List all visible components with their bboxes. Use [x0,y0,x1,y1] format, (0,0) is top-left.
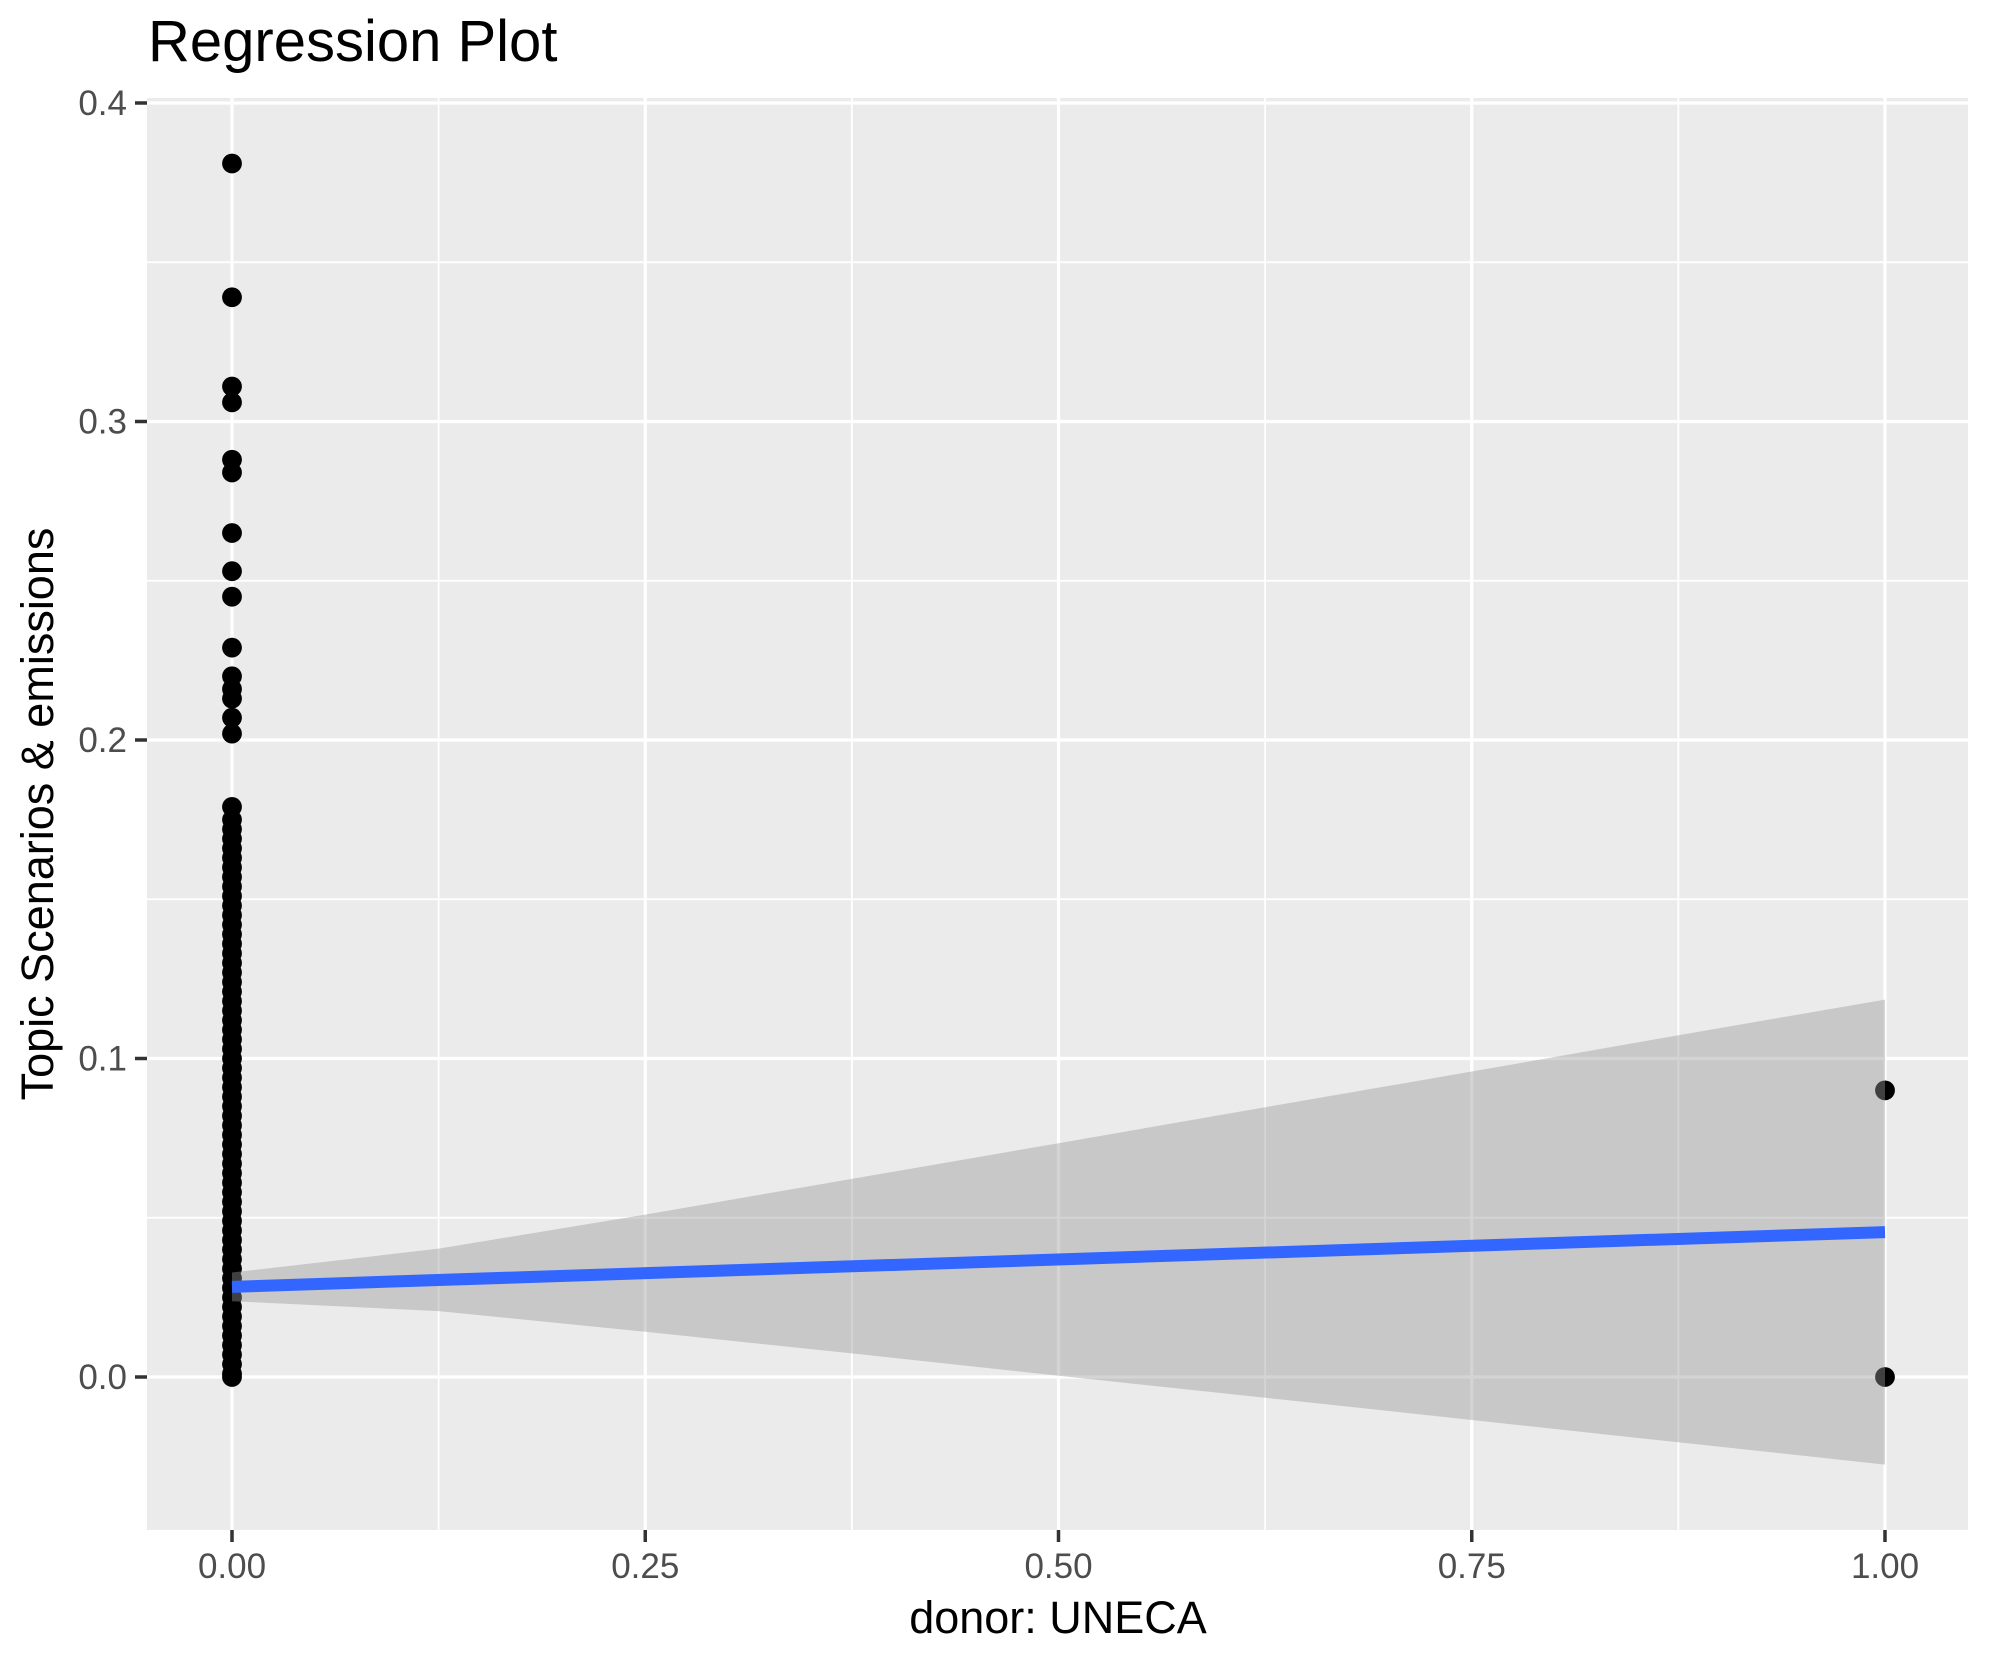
data-point [222,153,242,174]
confidence-band [232,999,1885,1465]
x-tick-label: 0.25 [611,1547,679,1586]
x-tick-label: 0.00 [198,1547,266,1586]
x-tick-label: 1.00 [1851,1547,1919,1586]
data-point [222,287,242,308]
data-point [222,376,242,397]
data-point [222,462,242,483]
data-point [222,392,242,413]
y-tick-label: 0.4 [78,84,127,123]
y-tick-label: 0.0 [78,1358,127,1397]
data-point [222,707,242,728]
y-tick-label: 0.3 [78,403,127,442]
x-tick-label: 0.75 [1438,1547,1506,1586]
x-axis-title: donor: UNECA [909,1592,1207,1643]
regression-line [231,1226,1886,1293]
data-point [222,1367,242,1387]
data-point [222,561,242,582]
data-point [222,637,242,658]
y-tick-label: 0.2 [78,721,127,760]
data-point [222,688,242,709]
data-point [222,723,242,744]
data-point [222,586,242,607]
data-point [1875,1080,1895,1101]
x-tick-label: 0.50 [1024,1547,1092,1586]
chart-title: Regression Plot [148,9,558,74]
y-tick-label: 0.1 [78,1040,127,1079]
data-point [1875,1367,1895,1387]
data-point [222,523,242,543]
